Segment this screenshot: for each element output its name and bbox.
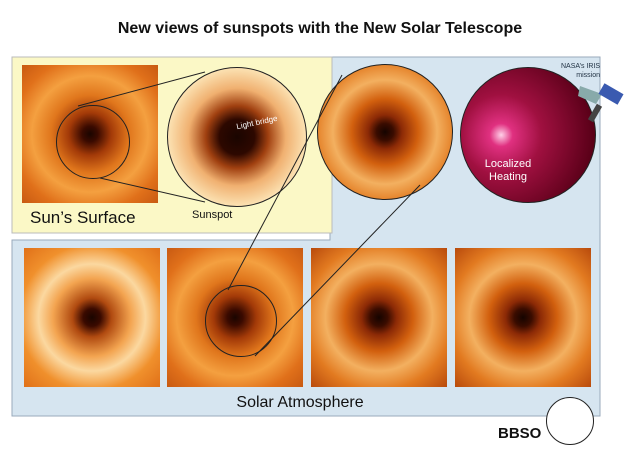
label-line: Heating — [489, 171, 527, 183]
zoom-circle-marker — [205, 285, 277, 357]
label-line: NASA’s IRIS — [560, 63, 600, 70]
iris-heating-image — [460, 67, 596, 203]
atmosphere-image-3 — [311, 248, 447, 387]
bbso-observatory-logo-icon — [546, 397, 594, 445]
label-line: mission — [576, 72, 600, 79]
sunspot-closeup — [167, 67, 307, 207]
iris-label: NASA’s IRIS mission — [555, 62, 600, 80]
atmosphere-image-4 — [455, 248, 591, 387]
atmosphere-closeup — [317, 64, 453, 200]
solar-atmosphere-label: Solar Atmosphere — [236, 394, 364, 411]
localized-heating-label: Localized Heating — [478, 158, 538, 184]
page-title: New views of sunspots with the New Solar… — [117, 20, 523, 37]
iris-satellite-icon — [578, 83, 624, 123]
zoom-circle-marker — [56, 105, 130, 179]
sunspot-label: Sunspot — [192, 209, 233, 221]
atmosphere-image-1 — [24, 248, 160, 387]
label-line: Localized — [484, 158, 532, 170]
bbso-logo-text: BBSO — [498, 425, 542, 442]
suns-surface-label: Sun’s Surface — [30, 208, 136, 227]
